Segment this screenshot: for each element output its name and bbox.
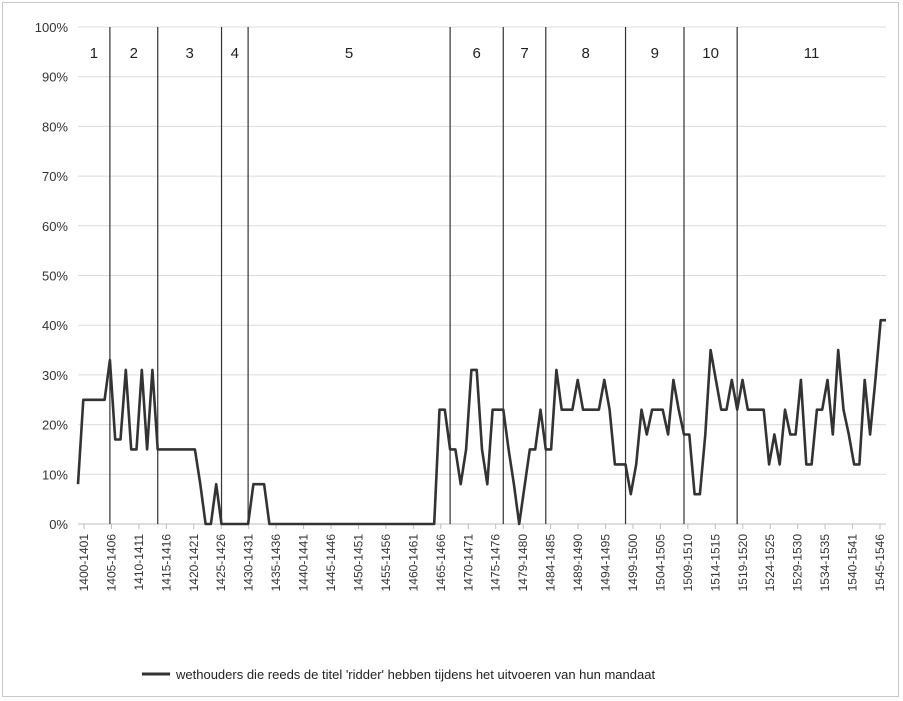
period-label: 4 xyxy=(231,45,239,62)
x-tick-label: 1514-1515 xyxy=(708,534,722,592)
period-label: 8 xyxy=(581,45,589,62)
x-tick-label: 1425-1426 xyxy=(214,534,228,592)
y-tick-label: 100% xyxy=(35,20,69,35)
x-tick-label: 1445-1446 xyxy=(324,534,338,592)
x-axis: 1400-1401 1405-1406 1410-1411 1415-1416 1420… xyxy=(77,524,887,591)
series-line xyxy=(76,318,886,526)
y-tick-label: 50% xyxy=(42,269,68,284)
x-tick-label: 1465-1466 xyxy=(434,534,448,592)
period-label: 9 xyxy=(651,45,659,62)
period-labels: 1 2 3 4 5 6 7 8 9 10 11 xyxy=(90,45,820,62)
gridlines xyxy=(78,26,886,525)
x-tick-label: 1405-1406 xyxy=(104,534,118,592)
y-tick-label: 80% xyxy=(42,119,68,134)
y-tick-label: 60% xyxy=(42,219,68,234)
x-tick-label: 1545-1546 xyxy=(873,534,887,592)
x-tick-label: 1415-1416 xyxy=(159,534,173,592)
x-tick-label: 1435-1436 xyxy=(269,534,283,592)
period-label: 6 xyxy=(473,45,481,62)
y-tick-label: 20% xyxy=(42,418,68,433)
x-tick-label: 1420-1421 xyxy=(187,534,201,592)
period-label: 7 xyxy=(520,45,528,62)
period-label: 5 xyxy=(345,45,353,62)
x-tick-label: 1540-1541 xyxy=(846,534,860,592)
x-tick-label: 1494-1495 xyxy=(599,534,613,592)
x-tick-label: 1400-1401 xyxy=(77,534,91,592)
x-tick-label: 1479-1480 xyxy=(516,534,530,592)
x-tick-label: 1509-1510 xyxy=(681,534,695,592)
y-tick-label: 40% xyxy=(42,318,68,333)
x-tick-label: 1410-1411 xyxy=(132,534,146,591)
x-tick-label: 1450-1451 xyxy=(351,534,365,592)
legend-label: wethouders die reeds de titel 'ridder' h… xyxy=(175,667,655,682)
period-label: 1 xyxy=(90,45,98,62)
x-tick-label: 1470-1471 xyxy=(461,534,475,592)
y-tick-label: 10% xyxy=(42,467,68,482)
x-tick-label: 1519-1520 xyxy=(736,534,750,592)
y-tick-label: 70% xyxy=(42,169,68,184)
x-tick-label: 1534-1535 xyxy=(818,534,832,592)
x-tick-label: 1504-1505 xyxy=(653,534,667,592)
x-tick-label: 1430-1431 xyxy=(242,534,256,592)
x-tick-label: 1499-1500 xyxy=(626,534,640,592)
x-tick-label: 1455-1456 xyxy=(379,534,393,592)
y-tick-label: 30% xyxy=(42,368,68,383)
x-tick-label: 1529-1530 xyxy=(791,534,805,592)
y-axis: 0% 10% 20% 30% 40% 50% 60% 70% 80% 90% 100% xyxy=(35,20,69,532)
x-tick-label: 1460-1461 xyxy=(406,534,420,592)
y-tick-label: 0% xyxy=(49,517,68,532)
x-tick-label: 1524-1525 xyxy=(763,534,777,592)
x-tick-label: 1475-1476 xyxy=(489,534,503,592)
period-label: 10 xyxy=(702,45,719,62)
x-tick-label: 1484-1485 xyxy=(544,534,558,592)
y-tick-label: 90% xyxy=(42,70,68,85)
x-tick-label: 1489-1490 xyxy=(571,534,585,592)
x-tick-label: 1440-1441 xyxy=(297,534,311,592)
period-label: 11 xyxy=(804,45,820,62)
period-label: 3 xyxy=(185,45,193,62)
series-lines xyxy=(76,318,886,526)
period-label: 2 xyxy=(130,45,138,62)
legend: wethouders die reeds de titel 'ridder' h… xyxy=(142,667,655,682)
